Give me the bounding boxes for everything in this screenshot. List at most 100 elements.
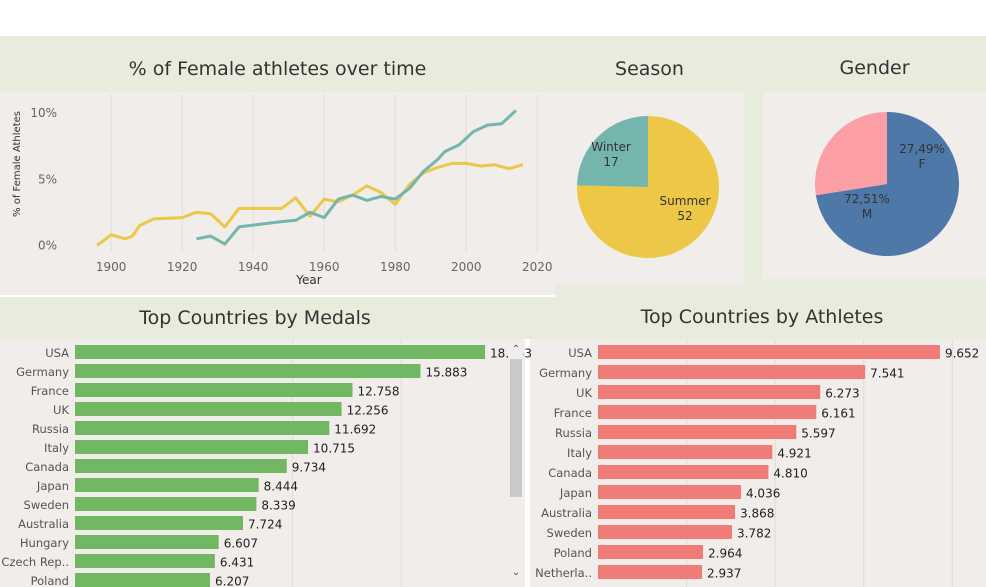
category-label: Canada [548,466,592,480]
bar-value-label: 10.715 [313,442,355,456]
bar [598,425,797,439]
bar-value-label: 7.541 [870,367,904,381]
bar-value-label: 6.273 [825,387,859,401]
category-label: UK [576,386,592,400]
series-line-1 [196,109,517,246]
bar [598,445,773,459]
category-label: Sweden [24,498,69,512]
bar-value-label: 4.921 [777,447,811,461]
pie-slice-f [815,112,887,196]
bar [598,525,732,539]
bar-value-label: 11.692 [334,423,376,437]
header-band-top [0,36,986,92]
category-label: Italy [567,446,592,460]
category-label: USA [568,346,592,360]
bar [75,497,257,511]
category-label: France [31,384,69,398]
medals-chart-title: Top Countries by Medals [139,307,371,329]
x-tick-label: 2000 [451,260,482,274]
pie-slice-m [815,112,959,256]
category-label: USA [45,346,69,360]
category-label: Germany [16,365,69,379]
category-label: Czech Rep.. [1,555,69,569]
scroll-up-icon[interactable]: ⌃ [511,344,521,355]
y-tick-label: 10% [30,106,57,120]
athletes-bar-chart: USA 9.652 Germany 7.541 UK 6.273 France 6.161 Ru… [535,339,979,587]
season-chart-title: Season [615,58,684,80]
bar-value-label: 15.883 [425,366,467,380]
category-label: Australia [18,517,69,531]
category-label: Poland [31,574,69,587]
bar [598,505,736,519]
series-line-0 [96,161,524,247]
bar [598,365,866,379]
bar-value-label: 4.036 [746,487,780,501]
bar-value-label: 12.256 [347,404,389,418]
category-label: Russia [555,426,592,440]
x-axis-label: Year [295,273,321,287]
bar-value-label: 8.339 [261,499,295,513]
bar-value-label: 3.782 [737,527,771,541]
bar [598,345,940,359]
category-label: Japan [36,479,69,493]
category-label: UK [53,403,69,417]
bar [598,545,704,559]
bar [598,465,769,479]
medals-scrollbar-thumb[interactable] [510,359,522,497]
bar [75,554,215,568]
category-label: Netherla.. [535,566,592,580]
category-label: Italy [44,441,69,455]
bar [75,573,211,587]
category-label: France [554,406,592,420]
bar [75,402,342,416]
bar-value-label: 6.207 [215,575,249,587]
bar-value-label: 6.431 [220,556,254,570]
category-label: Russia [32,422,69,436]
bar [598,405,817,419]
category-label: Hungary [20,536,69,550]
pie-label-summer: 52 [677,209,692,223]
bar-value-label: 12.758 [357,385,399,399]
pie-label-winter: Winter [591,140,631,154]
bar-value-label: 2.964 [708,547,742,561]
category-label: Australia [541,506,592,520]
bar-value-label: 3.868 [740,507,774,521]
category-label: Canada [25,460,69,474]
category-label: Germany [539,366,592,380]
bar [75,345,486,359]
pie-slice-winter [577,116,648,187]
pie-label-m: 72,51% [844,192,890,206]
female-line-panel [0,92,555,295]
bar [75,478,259,492]
pie-label-f: F [919,157,926,171]
category-label: Poland [554,546,592,560]
bar-value-label: 4.810 [773,467,807,481]
bar [598,565,703,579]
bar-value-label: 5.597 [801,427,835,441]
bar-value-label: 6.161 [821,407,855,421]
bar [598,485,741,499]
y-tick-label: 0% [38,238,57,252]
bar-value-label: 6.607 [224,537,258,551]
athletes-chart-title: Top Countries by Athletes [640,306,884,328]
bar-value-label: 9.652 [945,347,979,361]
y-tick-label: 5% [38,172,57,186]
pie-label-f: 27,49% [899,142,945,156]
category-label: Japan [559,486,592,500]
scroll-down-icon[interactable]: ⌄ [511,567,521,578]
female-chart-title: % of Female athletes over time [128,58,427,80]
bar-value-label: 9.734 [292,461,326,475]
female-athletes-line-chart: 1900 1920 1940 1960 1980 2000 2020 0% 5% 10% Year%… [12,94,553,287]
bar [75,421,330,435]
bar [75,383,353,397]
x-tick-label: 1920 [167,260,198,274]
pie-label-m: M [862,207,872,221]
header-band-bottom [0,297,986,339]
bar-value-label: 7.724 [248,518,282,532]
medals-bar-chart: USA18.853Germany15.883France12.758UK12.2… [1,339,532,587]
pie-label-summer: Summer [660,194,711,208]
bar [75,516,243,530]
pie-label-winter: 17 [603,155,618,169]
bar [75,440,309,454]
